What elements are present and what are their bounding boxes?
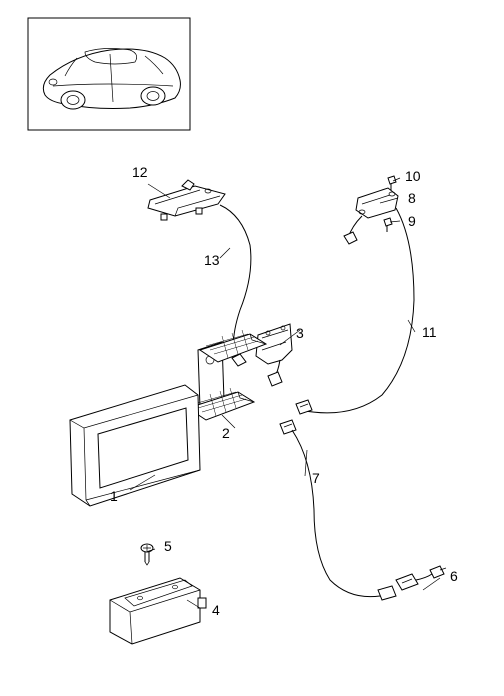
part-10 xyxy=(388,176,396,190)
callout-12: 12 xyxy=(132,164,148,180)
part-5 xyxy=(141,544,153,565)
part-11 xyxy=(296,208,414,414)
part-6 xyxy=(396,566,446,590)
callout-7: 7 xyxy=(312,470,320,486)
callout-9: 9 xyxy=(408,213,416,229)
callout-4: 4 xyxy=(212,602,220,618)
diagram-svg: .ln { stroke: #000000; stroke-width: 1; … xyxy=(0,0,504,691)
part-4 xyxy=(110,578,206,644)
callout-11: 11 xyxy=(422,324,437,340)
part-1 xyxy=(70,385,200,506)
callout-8: 8 xyxy=(408,190,416,206)
callout-2: 2 xyxy=(222,425,230,441)
callout-6: 6 xyxy=(450,568,458,584)
part-12 xyxy=(148,180,225,220)
part-3 xyxy=(256,324,292,386)
parts-diagram: .ln { stroke: #000000; stroke-width: 1; … xyxy=(0,0,504,691)
callout-1: 1 xyxy=(110,488,118,504)
part-8 xyxy=(356,188,398,218)
callout-5: 5 xyxy=(164,538,172,554)
callout-10: 10 xyxy=(405,168,421,184)
part-9 xyxy=(384,218,392,232)
part-2 xyxy=(188,330,266,420)
callout-13: 13 xyxy=(204,252,220,268)
part-7 xyxy=(280,420,396,600)
callout-3: 3 xyxy=(296,325,304,341)
